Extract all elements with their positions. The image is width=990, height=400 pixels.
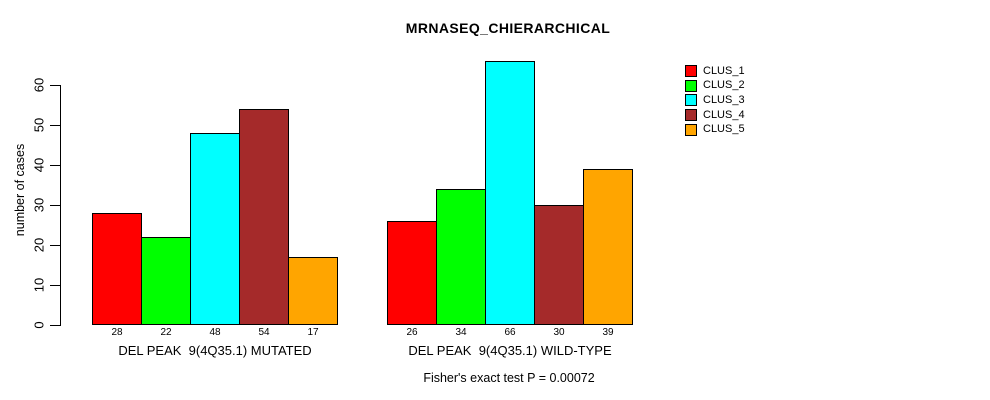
legend-swatch-clus_5 xyxy=(685,123,697,136)
y-axis-tick-label: 10 xyxy=(31,277,47,293)
y-axis-tick-label: 40 xyxy=(31,157,47,173)
bar-clus_5-group2 xyxy=(583,169,633,325)
y-axis-label: number of cases xyxy=(13,143,27,237)
bar-value-label: 30 xyxy=(553,327,565,338)
bar-clus_3-group2 xyxy=(485,61,535,325)
bar-value-label: 17 xyxy=(307,327,319,338)
legend-swatch-clus_2 xyxy=(685,79,697,92)
bar-value-label: 66 xyxy=(504,327,516,338)
legend-label-clus_4: CLUS_4 xyxy=(703,108,745,121)
y-axis-tick-label: 0 xyxy=(31,321,47,329)
bar-clus_4-group2 xyxy=(534,205,584,325)
bar-value-label: 48 xyxy=(209,327,221,338)
bar-clus_3-group1 xyxy=(190,133,240,325)
bar-clus_1-group2 xyxy=(387,221,437,325)
x-axis-group-label: DEL PEAK 9(4Q35.1) WILD-TYPE xyxy=(408,343,612,358)
y-axis-tick xyxy=(50,245,60,246)
y-axis-tick-label: 30 xyxy=(31,197,47,213)
bar-value-label: 22 xyxy=(160,327,172,338)
bar-clus_5-group1 xyxy=(288,257,338,325)
y-axis-tick xyxy=(50,325,60,326)
y-axis-tick xyxy=(50,85,60,86)
y-axis-tick-label: 20 xyxy=(31,237,47,253)
y-axis-line xyxy=(60,85,61,326)
y-axis-tick xyxy=(50,165,60,166)
bar-clus_2-group1 xyxy=(141,237,191,325)
y-axis-tick xyxy=(50,205,60,206)
bar-value-label: 28 xyxy=(111,327,123,338)
chart-title: MRNASEQ_CHIERARCHICAL xyxy=(405,20,611,36)
bar-clus_4-group1 xyxy=(239,109,289,325)
bar-value-label: 39 xyxy=(602,327,614,338)
bar-value-label: 26 xyxy=(406,327,418,338)
legend-swatch-clus_4 xyxy=(685,109,697,122)
legend-label-clus_1: CLUS_1 xyxy=(703,64,745,77)
y-axis-tick xyxy=(50,285,60,286)
bar-value-label: 34 xyxy=(455,327,467,338)
legend-swatch-clus_3 xyxy=(685,94,697,107)
legend-label-clus_2: CLUS_2 xyxy=(703,79,745,92)
legend-swatch-clus_1 xyxy=(685,65,697,77)
annotation-text: Fisher's exact test P = 0.00072 xyxy=(423,371,595,385)
bar-value-label: 54 xyxy=(258,327,270,338)
legend-label-clus_5: CLUS_5 xyxy=(703,123,745,136)
y-axis-tick-label: 50 xyxy=(31,117,47,133)
y-axis-tick-label: 60 xyxy=(31,77,47,93)
bar-clus_1-group1 xyxy=(92,213,142,325)
bar-clus_2-group2 xyxy=(436,189,486,325)
x-axis-group-label: DEL PEAK 9(4Q35.1) MUTATED xyxy=(118,343,312,358)
legend-label-clus_3: CLUS_3 xyxy=(703,93,745,106)
y-axis-tick xyxy=(50,125,60,126)
